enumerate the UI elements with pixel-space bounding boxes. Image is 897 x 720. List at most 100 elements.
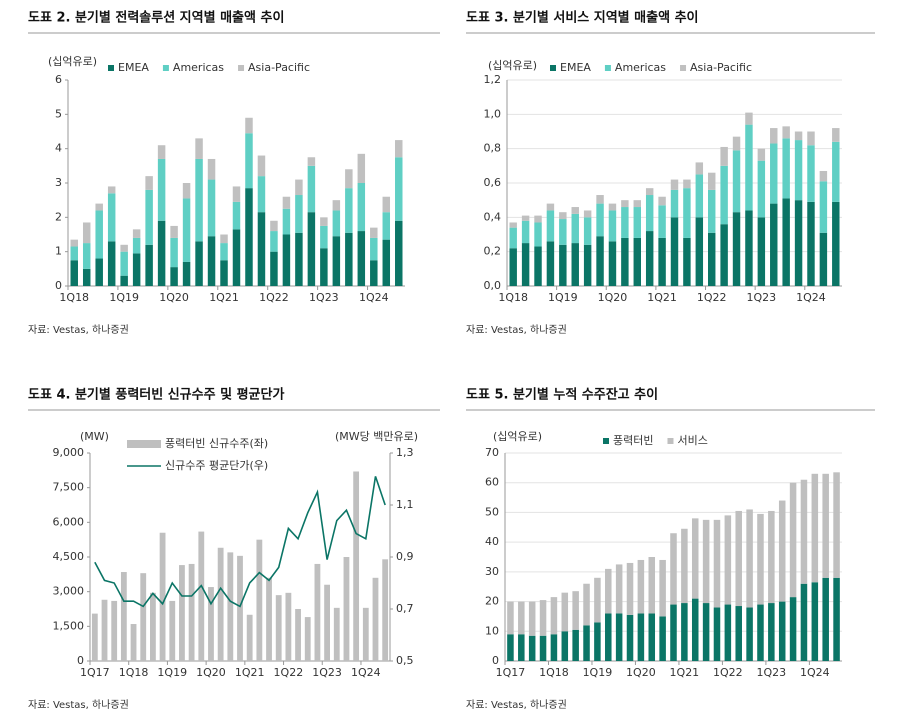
bar xyxy=(757,160,766,218)
bar xyxy=(621,200,629,208)
bar xyxy=(307,157,316,166)
bar xyxy=(745,112,753,125)
bar xyxy=(130,624,137,661)
legend-label: EMEA xyxy=(118,61,149,74)
bar xyxy=(768,603,775,661)
y2-tick-label: 0,7 xyxy=(396,602,414,615)
bar xyxy=(561,592,569,632)
bar xyxy=(227,552,234,661)
bar xyxy=(708,172,716,190)
x-tick-label: 1Q18 xyxy=(539,666,569,679)
y-tick-label: 3,000 xyxy=(53,585,85,598)
legend-swatch xyxy=(238,65,245,71)
bar xyxy=(757,604,764,661)
bar xyxy=(382,239,391,286)
bar xyxy=(621,207,629,238)
bar xyxy=(150,592,156,661)
bar xyxy=(732,136,741,151)
y-tick-label: 60 xyxy=(485,476,499,489)
y-tick-label: 4 xyxy=(55,142,62,155)
bar xyxy=(82,268,91,286)
bar xyxy=(608,203,617,211)
bar xyxy=(357,153,366,183)
bar xyxy=(370,260,378,286)
x-tick-label: 1Q19 xyxy=(548,291,578,304)
bar xyxy=(120,244,128,252)
bar xyxy=(182,261,191,286)
legend-label: 풍력터빈 xyxy=(613,434,653,447)
x-tick-label: 1Q21 xyxy=(670,666,700,679)
bar xyxy=(217,547,224,661)
chart-title: 도표 3. 분기별 서비스 지역별 매출액 추이 xyxy=(466,10,699,26)
bar xyxy=(658,237,666,286)
legend-label: Asia-Pacific xyxy=(690,61,752,74)
bar xyxy=(708,189,716,233)
x-tick-label: 1Q19 xyxy=(583,666,613,679)
chart-title: 도표 2. 분기별 전력솔루션 지역별 매출액 추이 xyxy=(28,10,284,26)
bar xyxy=(659,616,666,661)
bar xyxy=(208,587,214,661)
bar xyxy=(670,189,679,218)
bar xyxy=(822,473,829,578)
bar xyxy=(811,473,819,583)
bar xyxy=(170,237,178,268)
bar xyxy=(282,196,291,209)
bar xyxy=(107,241,116,286)
bar xyxy=(518,634,525,661)
bar xyxy=(794,140,803,201)
y-tick-label: 2 xyxy=(55,210,62,223)
y-tick-label: 1,2 xyxy=(484,73,502,86)
bar xyxy=(539,600,547,636)
bar xyxy=(266,577,272,661)
bar xyxy=(546,210,555,242)
bar xyxy=(782,138,790,199)
y-tick-label: 0 xyxy=(492,654,499,667)
bar xyxy=(596,203,604,237)
bar xyxy=(637,559,645,614)
bar xyxy=(670,604,677,661)
bar xyxy=(583,583,590,626)
bar xyxy=(509,222,517,228)
y-tick-label: 1 xyxy=(55,245,62,258)
bar xyxy=(357,183,366,232)
bar xyxy=(220,243,228,261)
bar xyxy=(670,179,679,190)
x-tick-label: 1Q18 xyxy=(59,291,89,304)
x-tick-label: 1Q22 xyxy=(713,666,743,679)
bar xyxy=(333,607,340,661)
bar xyxy=(395,220,403,286)
bar xyxy=(332,210,341,237)
bar xyxy=(320,225,328,249)
bar xyxy=(559,212,567,220)
bar xyxy=(782,126,790,139)
bar xyxy=(645,231,654,286)
y-axis-unit: (십억유로) xyxy=(493,430,542,443)
bar xyxy=(571,243,579,286)
x-tick-label: 1Q24 xyxy=(800,666,830,679)
bar xyxy=(626,614,634,661)
bar xyxy=(658,205,666,238)
bar xyxy=(256,539,263,661)
legend-swatch xyxy=(604,65,611,71)
bar xyxy=(145,244,153,286)
bar xyxy=(370,237,378,261)
legend-swatch xyxy=(550,65,556,71)
bar xyxy=(539,635,547,661)
bar xyxy=(637,613,645,661)
bar xyxy=(746,607,753,661)
x-tick-label: 1Q23 xyxy=(312,666,342,679)
x-tick-label: 1Q24 xyxy=(351,666,381,679)
y-tick-label: 20 xyxy=(485,595,499,608)
legend-label: 풍력터빈 신규수주(좌) xyxy=(165,437,268,450)
bar xyxy=(800,479,808,584)
legend-label: EMEA xyxy=(560,61,591,74)
y-tick-label: 5 xyxy=(55,107,62,120)
line-series xyxy=(94,476,386,608)
bar xyxy=(295,195,303,233)
bar xyxy=(559,219,567,245)
x-tick-label: 1Q21 xyxy=(209,291,239,304)
bar xyxy=(819,232,828,286)
y-axis-unit: (십억유로) xyxy=(488,59,537,72)
bar xyxy=(594,577,601,623)
bar xyxy=(695,174,704,218)
